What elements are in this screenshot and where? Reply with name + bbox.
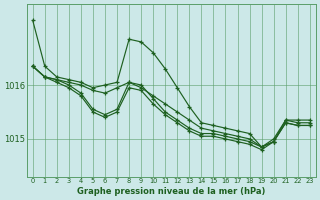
X-axis label: Graphe pression niveau de la mer (hPa): Graphe pression niveau de la mer (hPa) [77,187,266,196]
